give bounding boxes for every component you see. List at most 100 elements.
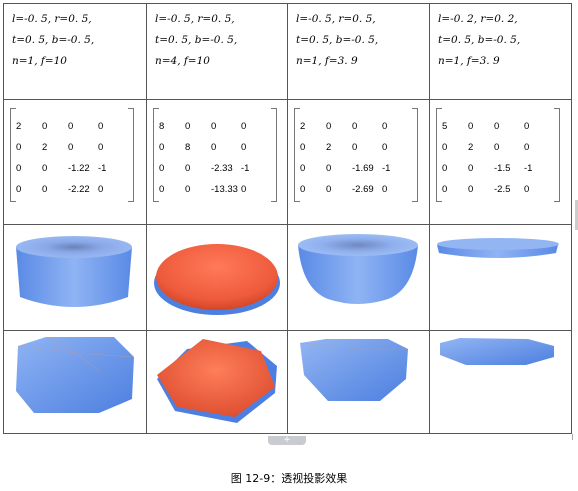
matrix-entry: 0 <box>185 184 191 195</box>
cylinder-render <box>298 234 418 304</box>
hexagon-prism-render <box>157 339 277 423</box>
matrix-entry: -1 <box>98 163 107 174</box>
param-line: n=1, f=10 <box>12 55 67 67</box>
matrix-entry: 0 <box>98 184 104 195</box>
matrix-entry: -1.22 <box>68 163 90 174</box>
cylinder-cell <box>429 224 572 331</box>
matrix-entry: 0 <box>185 163 191 174</box>
matrix-entry: -13.33 <box>211 184 238 195</box>
projection-table: l=-0. 5, r=0. 5, t=0. 5, b=-0. 5, n=1, f… <box>3 3 572 434</box>
param-line: n=4, f=10 <box>155 55 210 67</box>
matrix-entry: -2.5 <box>494 184 511 195</box>
matrix-entry: 0 <box>211 121 217 132</box>
hexagon-cell <box>3 330 147 434</box>
matrix-entry: 0 <box>524 142 530 153</box>
matrix-entry: 8 <box>159 121 165 132</box>
matrix-entry: 0 <box>42 121 48 132</box>
matrix-entry: 0 <box>382 121 388 132</box>
matrix-entry: 0 <box>159 142 165 153</box>
param-line: l=-0. 5, r=0. 5, <box>296 13 376 25</box>
matrix-entry: -1.5 <box>494 163 511 174</box>
matrix-entry: 0 <box>468 184 474 195</box>
params-cell: l=-0. 5, r=0. 5, t=0. 5, b=-0. 5, n=4, f… <box>146 3 288 100</box>
cylinder-cell <box>3 224 147 331</box>
matrix-entry: 0 <box>98 121 104 132</box>
matrix-entry: 0 <box>42 184 48 195</box>
matrix-entry: 2 <box>16 121 22 132</box>
matrix-entry: 8 <box>185 142 191 153</box>
hexagon-cell <box>429 330 572 434</box>
param-line: t=0. 5, b=-0. 5, <box>12 34 95 46</box>
matrix-entry: -2.22 <box>68 184 90 195</box>
param-line: n=1, f=3. 9 <box>296 55 358 67</box>
matrix-cell: 5 0 0 0 0 2 0 0 0 0 -1.5 -1 0 0 -2.5 0 <box>429 99 572 225</box>
matrix-entry: 2 <box>468 142 474 153</box>
matrix-entry: 0 <box>159 184 165 195</box>
matrix-entry: 0 <box>442 163 448 174</box>
param-line: l=-0. 5, r=0. 5, <box>12 13 92 25</box>
param-line: l=-0. 2, r=0. 2, <box>438 13 518 25</box>
cylinder-render <box>16 236 132 307</box>
matrix-entry: 2 <box>326 142 332 153</box>
param-line: t=0. 5, b=-0. 5, <box>296 34 379 46</box>
scroll-marker <box>575 200 578 230</box>
matrix-entry: 0 <box>524 121 530 132</box>
matrix-entry: 0 <box>382 184 388 195</box>
matrix-entry: 0 <box>16 142 22 153</box>
param-line: t=0. 5, b=-0. 5, <box>155 34 238 46</box>
params-cell: l=-0. 5, r=0. 5, t=0. 5, b=-0. 5, n=1, f… <box>3 3 147 100</box>
matrix-entry: -1.69 <box>352 163 374 174</box>
hexagon-prism-render <box>440 338 554 365</box>
cylinder-cell <box>146 224 288 331</box>
matrix-entry: -2.33 <box>211 163 233 174</box>
matrix-entry: -2.69 <box>352 184 374 195</box>
matrix-entry: 0 <box>352 142 358 153</box>
hexagon-prism-render <box>299 339 408 401</box>
matrix-entry: 0 <box>524 184 530 195</box>
matrix-entry: 0 <box>42 163 48 174</box>
matrix-entry: -1 <box>241 163 250 174</box>
matrix-entry: 0 <box>241 184 247 195</box>
matrix-entry: 0 <box>442 142 448 153</box>
projection-matrix: 5 0 0 0 0 2 0 0 0 0 -1.5 -1 0 0 -2.5 0 <box>436 108 560 202</box>
matrix-entry: 0 <box>159 163 165 174</box>
matrix-entry: 2 <box>42 142 48 153</box>
hexagon-cell <box>146 330 288 434</box>
matrix-entry: 0 <box>300 163 306 174</box>
matrix-entry: 0 <box>326 184 332 195</box>
matrix-entry: 0 <box>241 121 247 132</box>
figure-caption: 图 12-9：透视投影效果 <box>230 472 348 485</box>
matrix-entry: 0 <box>185 121 191 132</box>
matrix-entry: 0 <box>68 121 74 132</box>
matrix-entry: -1 <box>382 163 391 174</box>
matrix-entry: 2 <box>300 121 306 132</box>
expand-handle[interactable]: + <box>268 436 306 445</box>
matrix-entry: 0 <box>494 142 500 153</box>
matrix-entry: 0 <box>68 142 74 153</box>
params-cell: l=-0. 2, r=0. 2, t=0. 5, b=-0. 5, n=1, f… <box>429 3 572 100</box>
matrix-entry: 0 <box>352 121 358 132</box>
matrix-entry: 0 <box>442 184 448 195</box>
cylinder-render <box>154 244 280 315</box>
matrix-entry: 0 <box>300 142 306 153</box>
matrix-entry: 0 <box>16 184 22 195</box>
matrix-entry: 0 <box>241 142 247 153</box>
projection-matrix: 2 0 0 0 0 2 0 0 0 0 -1.22 -1 0 0 -2.22 0 <box>10 108 134 202</box>
matrix-cell: 2 0 0 0 0 2 0 0 0 0 -1.69 -1 0 0 -2.69 0 <box>287 99 430 225</box>
matrix-entry: 5 <box>442 121 448 132</box>
matrix-entry: 0 <box>468 163 474 174</box>
matrix-entry: -1 <box>524 163 533 174</box>
hexagon-cell <box>287 330 430 434</box>
params-cell: l=-0. 5, r=0. 5, t=0. 5, b=-0. 5, n=1, f… <box>287 3 430 100</box>
param-line: n=1, f=3. 9 <box>438 55 500 67</box>
matrix-cell: 2 0 0 0 0 2 0 0 0 0 -1.22 -1 0 0 -2.22 0 <box>3 99 147 225</box>
matrix-entry: 0 <box>468 121 474 132</box>
matrix-entry: 0 <box>98 142 104 153</box>
corner-mark <box>572 434 577 440</box>
projection-matrix: 2 0 0 0 0 2 0 0 0 0 -1.69 -1 0 0 -2.69 0 <box>294 108 418 202</box>
matrix-entry: 0 <box>300 184 306 195</box>
matrix-entry: 0 <box>211 142 217 153</box>
param-line: l=-0. 5, r=0. 5, <box>155 13 235 25</box>
